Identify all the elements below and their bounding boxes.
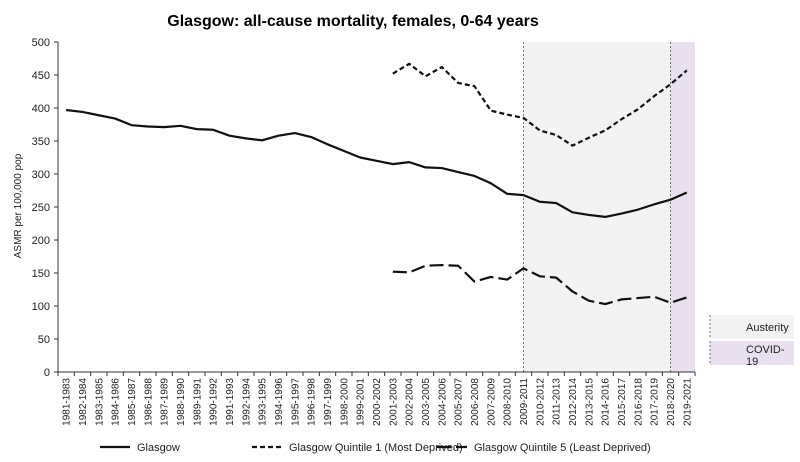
- x-tick-label: 1987-1989: [160, 378, 171, 426]
- x-tick-label: 1992-1994: [241, 378, 252, 426]
- legend-label-2: Glasgow Quintile 5 (Least Deprived): [474, 442, 651, 454]
- period-band-1: [670, 42, 695, 372]
- x-tick-label: 1985-1987: [127, 378, 138, 426]
- x-tick-label: 2011-2013: [552, 378, 563, 426]
- y-tick-label: 350: [32, 136, 50, 148]
- x-tick-label: 2013-2015: [584, 378, 595, 426]
- x-tick-label: 2015-2017: [617, 378, 628, 426]
- x-tick-label: 1988-1990: [176, 378, 187, 426]
- y-tick-label: 200: [32, 235, 50, 247]
- y-tick-label: 400: [32, 103, 50, 115]
- period-legend-label-1: COVID-19: [746, 344, 785, 368]
- x-tick-label: 1981-1983: [62, 378, 73, 426]
- x-tick-label: 2004-2006: [437, 378, 448, 426]
- x-tick-label: 2016-2018: [633, 378, 644, 426]
- x-tick-label: 1982-1984: [78, 378, 89, 426]
- x-tick-label: 2006-2008: [470, 378, 481, 426]
- x-axis: 1981-1983 1982-1984 1983-1985 1984-1986 1985…: [57, 371, 696, 426]
- x-tick-label: 2014-2016: [601, 378, 612, 426]
- x-tick-label: 2017-2019: [650, 378, 661, 426]
- series-line-0: [66, 108, 688, 218]
- x-tick-label: 1991-1993: [225, 378, 236, 426]
- chart-title: Glasgow: all-cause mortality, females, 0…: [167, 13, 539, 30]
- x-tick-label: 1983-1985: [94, 378, 105, 426]
- x-tick-label: 1989-1991: [192, 378, 203, 426]
- x-tick-label: 1996-1998: [307, 378, 318, 426]
- y-tick-label: 250: [32, 202, 50, 214]
- period-legend-box-1: [710, 341, 794, 365]
- y-tick-label: 450: [32, 70, 50, 82]
- series-line-1: [392, 62, 688, 147]
- x-tick-label: 1986-1988: [143, 378, 154, 426]
- x-tick-label: 2005-2007: [454, 378, 465, 426]
- y-axis: 0 50 100 150 200 250 300 350 400 450 500: [32, 37, 59, 379]
- x-tick-label: 1984-1986: [111, 378, 122, 426]
- x-tick-label: 2007-2009: [486, 378, 497, 426]
- x-tick-label: 1990-1992: [209, 378, 220, 426]
- x-tick-label: 2001-2003: [388, 378, 399, 426]
- x-tick-label: 2010-2012: [535, 378, 546, 426]
- y-tick-label: 150: [32, 268, 50, 280]
- legend: Glasgow Glasgow Quintile 1 (Most Deprived…: [100, 442, 651, 454]
- x-tick-label: 1994-1996: [274, 378, 285, 426]
- x-tick-label: 2018-2020: [666, 378, 677, 426]
- y-axis-label: ASMR per 100,000 pop: [13, 153, 24, 258]
- x-tick-label: 2002-2004: [405, 378, 416, 426]
- series-lines: [66, 62, 688, 306]
- period-legend-label-0: Austerity: [746, 322, 789, 334]
- y-tick-label: 100: [32, 301, 50, 313]
- y-tick-label: 50: [38, 334, 50, 346]
- y-tick-label: 500: [32, 37, 50, 49]
- legend-label-0: Glasgow: [137, 442, 180, 454]
- legend-label-1: Glasgow Quintile 1 (Most Deprived): [289, 442, 463, 454]
- y-tick-label: 0: [44, 367, 50, 379]
- period-shading: [523, 42, 695, 372]
- y-tick-label: 300: [32, 169, 50, 181]
- period-legend-box-0: [710, 315, 794, 339]
- x-tick-label: 1998-2000: [339, 378, 350, 426]
- period-legend: Austerity COVID-19: [709, 315, 794, 368]
- x-tick-label: 1999-2001: [356, 378, 367, 426]
- x-tick-label: 2003-2005: [421, 378, 432, 426]
- series-line-2: [392, 263, 688, 306]
- x-tick-label: 2012-2014: [568, 378, 579, 426]
- x-tick-label: 2019-2021: [682, 378, 693, 426]
- x-tick-label: 1997-1999: [323, 378, 334, 426]
- x-tick-label: 2009-2011: [519, 378, 530, 426]
- x-tick-label: 2000-2002: [372, 378, 383, 426]
- x-tick-label: 1995-1997: [290, 378, 301, 426]
- x-tick-label: 2008-2010: [503, 378, 514, 426]
- x-tick-label: 1993-1995: [258, 378, 269, 426]
